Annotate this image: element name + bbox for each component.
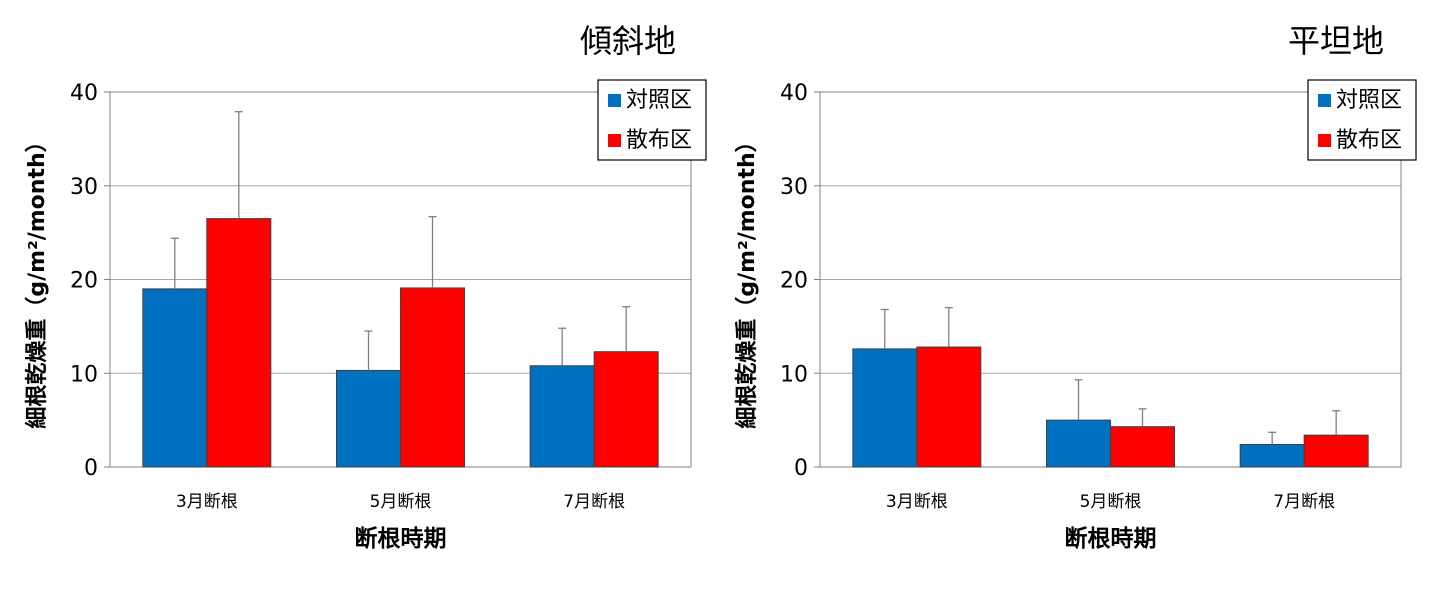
bar-control-0	[852, 348, 918, 468]
legend-swatch-control	[608, 94, 621, 107]
legend-label: 対照区	[1336, 88, 1402, 113]
legend-swatch-spray	[608, 134, 621, 147]
y-tick-label: 0	[84, 456, 98, 481]
y-tick-label: 40	[70, 81, 98, 106]
bar-control-2	[529, 365, 595, 468]
chart-title: 平坦地	[1288, 22, 1384, 60]
y-axis-label: 細根乾燥重（g/m²/month）	[734, 130, 760, 428]
y-tick-label: 20	[70, 269, 98, 294]
y-tick-label: 40	[780, 81, 808, 106]
y-tick-label: 0	[794, 456, 808, 481]
x-tick-label: 5月断根	[370, 492, 432, 512]
bar-spray-2	[593, 351, 659, 468]
bar-control-0	[142, 288, 208, 468]
x-tick-label: 7月断根	[563, 492, 625, 512]
x-tick-label: 5月断根	[1080, 492, 1142, 512]
bar-control-2	[1239, 444, 1305, 468]
y-tick-label: 30	[70, 175, 98, 200]
legend-label: 散布区	[626, 128, 692, 153]
y-tick-label: 20	[780, 269, 808, 294]
legend-label: 散布区	[1336, 128, 1402, 153]
bar-spray-1	[1110, 426, 1175, 468]
legend-swatch-control	[1318, 94, 1331, 107]
legend-swatch-spray	[1318, 134, 1331, 147]
y-tick-label: 30	[780, 175, 808, 200]
x-tick-label: 3月断根	[886, 492, 948, 512]
x-axis-label: 断根時期	[1065, 525, 1157, 552]
y-tick-label: 10	[780, 362, 808, 387]
x-tick-label: 7月断根	[1273, 492, 1335, 512]
bar-spray-0	[206, 218, 272, 468]
bar-spray-2	[1303, 434, 1369, 468]
bar-control-1	[1046, 419, 1111, 468]
bar-spray-0	[916, 346, 982, 468]
y-axis-label: 細根乾燥重（g/m²/month）	[24, 130, 50, 428]
x-tick-label: 3月断根	[176, 492, 238, 512]
legend-label: 対照区	[626, 88, 692, 113]
y-tick-label: 10	[70, 362, 98, 387]
chart-title: 傾斜地	[580, 22, 676, 60]
x-axis-label: 断根時期	[355, 525, 447, 552]
bar-control-1	[336, 369, 401, 468]
bar-spray-1	[400, 287, 465, 468]
